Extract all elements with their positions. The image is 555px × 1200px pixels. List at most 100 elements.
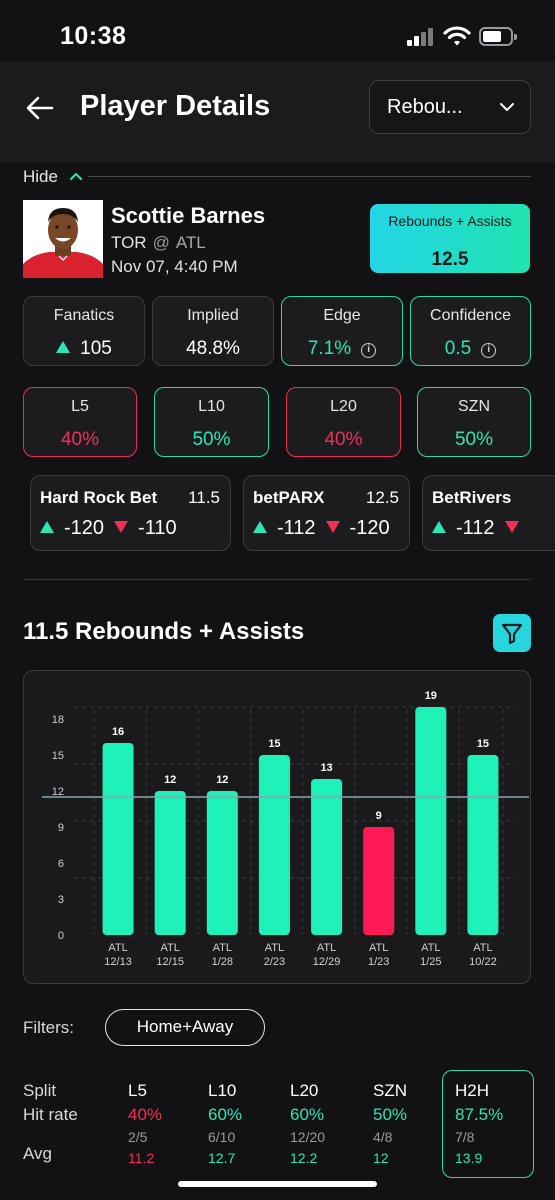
- hit-rate-label: L10: [198, 398, 225, 415]
- section-divider: [23, 579, 531, 580]
- arrow-down-icon: [325, 521, 340, 533]
- over-odds: -120: [64, 517, 105, 539]
- sportsbook-card-betrivers[interactable]: BetRivers -112: [422, 475, 555, 551]
- hit-rate-row-label: Hit rate: [23, 1105, 78, 1124]
- x-tick-label: ATL: [213, 942, 232, 954]
- hit-rate-value: 40%: [60, 429, 100, 450]
- y-tick-label: 18: [52, 714, 64, 726]
- metric-card-fanatics[interactable]: Fanatics 105: [23, 296, 145, 366]
- y-tick-label: 3: [58, 894, 64, 906]
- avg-row-label: Avg: [23, 1144, 52, 1163]
- cellular-signal-icon: [407, 28, 435, 46]
- metric-label: Confidence: [430, 307, 511, 324]
- stat-type-dropdown[interactable]: Rebou...: [369, 80, 531, 134]
- hit-rate-card-l20[interactable]: L20 40%: [286, 387, 401, 457]
- split-hit-rate: 60%: [208, 1105, 243, 1124]
- split-column-label[interactable]: L20: [290, 1081, 319, 1100]
- hit-rate-card-szn[interactable]: SZN 50%: [417, 387, 531, 457]
- chevron-down-icon: [500, 103, 514, 111]
- x-tick-label: 2/23: [264, 956, 285, 968]
- bar-value-label: 12: [216, 774, 228, 786]
- hit-rate-label: L20: [330, 398, 357, 415]
- sportsbook-card-betparx[interactable]: betPARX 12.5 -112 -120: [243, 475, 410, 551]
- split-avg: 12.2: [290, 1150, 318, 1166]
- split-fraction: 2/5: [128, 1129, 148, 1145]
- x-tick-label: 1/23: [368, 956, 389, 968]
- bar-value-label: 12: [164, 774, 176, 786]
- split-fraction: 4/8: [373, 1129, 393, 1145]
- split-hit-rate: 40%: [128, 1105, 163, 1124]
- metric-label: Implied: [187, 307, 239, 324]
- split-row-label: Split: [23, 1081, 57, 1100]
- chart-bar: [363, 827, 395, 935]
- bar-value-label: 13: [320, 762, 332, 774]
- stat-type-dropdown-label: Rebou...: [387, 96, 463, 118]
- over-odds: -112: [456, 517, 495, 539]
- y-tick-label: 9: [58, 822, 64, 834]
- player-name: Scottie Barnes: [111, 203, 266, 228]
- metric-label: Edge: [323, 307, 361, 324]
- split-column-label[interactable]: L10: [208, 1081, 237, 1100]
- split-column-label[interactable]: H2H: [455, 1081, 490, 1100]
- x-tick-label: 1/25: [420, 956, 441, 968]
- info-icon[interactable]: i: [361, 343, 377, 358]
- split-avg: 12.7: [208, 1150, 236, 1166]
- hit-rate-card-l10[interactable]: L10 50%: [154, 387, 269, 457]
- bar-value-label: 9: [376, 810, 382, 822]
- bar-value-label: 16: [112, 726, 124, 738]
- metric-card-implied[interactable]: Implied 48.8%: [152, 296, 274, 366]
- arrow-up-icon: [40, 521, 54, 533]
- split-column-label[interactable]: L5: [128, 1081, 147, 1100]
- split-selected-box: [442, 1070, 534, 1178]
- chart-bar: [206, 791, 238, 935]
- metric-card-edge[interactable]: Edge 7.1% i: [281, 296, 403, 366]
- metric-value: 7.1%: [307, 338, 352, 359]
- under-odds: -110: [138, 517, 177, 539]
- info-icon[interactable]: i: [481, 343, 497, 358]
- split-column-label[interactable]: SZN: [373, 1081, 407, 1100]
- matchup: TOR @ ATL: [111, 233, 206, 253]
- arrow-down-icon: [114, 521, 129, 533]
- player-avatar: [23, 200, 103, 278]
- sportsbook-name: BetRivers: [432, 488, 512, 507]
- sportsbook-card-hard-rock[interactable]: Hard Rock Bet 11.5 -120 -110: [30, 475, 231, 551]
- x-tick-label: 12/15: [156, 956, 184, 968]
- split-hit-rate: 50%: [373, 1105, 408, 1124]
- chart-bar: [467, 755, 499, 935]
- metric-value: 0.5: [444, 338, 472, 359]
- x-tick-label: 12/29: [313, 956, 341, 968]
- y-tick-label: 15: [52, 750, 64, 762]
- metric-card-confidence[interactable]: Confidence 0.5 i: [410, 296, 531, 366]
- chevron-up-icon[interactable]: [69, 170, 83, 182]
- home-indicator[interactable]: [178, 1181, 377, 1187]
- wifi-icon: [443, 26, 471, 46]
- metric-value: 105: [80, 338, 112, 359]
- y-tick-label: 12: [52, 786, 64, 798]
- split-hit-rate: 60%: [290, 1105, 325, 1124]
- split-avg: 12: [373, 1150, 389, 1166]
- hit-rate-card-l5[interactable]: L5 40%: [23, 387, 137, 457]
- x-tick-label: ATL: [473, 942, 492, 954]
- filter-icon[interactable]: [493, 614, 531, 652]
- x-tick-label: ATL: [161, 942, 180, 954]
- bar-value-label: 15: [477, 738, 489, 750]
- split-fraction: 7/8: [455, 1129, 475, 1145]
- location-filter-pill[interactable]: Home+Away: [105, 1009, 265, 1046]
- bar-value-label: 15: [268, 738, 280, 750]
- back-arrow-icon[interactable]: [24, 92, 56, 124]
- battery-icon: [479, 27, 517, 46]
- bar-chart: 0 3 6 9 12 15 18 16 ATL 12/13 12 ATL 12/15 12 ATL 1/28 1…: [42, 690, 529, 968]
- y-tick-label: 0: [58, 930, 64, 942]
- chart-bar: [154, 791, 186, 935]
- hide-toggle[interactable]: Hide: [23, 167, 58, 186]
- filters-label: Filters:: [23, 1018, 74, 1037]
- arrow-up-icon: [253, 521, 267, 533]
- team-abbr: TOR: [111, 233, 147, 252]
- hit-rate-value: 40%: [324, 429, 363, 450]
- x-tick-label: ATL: [369, 942, 388, 954]
- x-tick-label: ATL: [108, 942, 127, 954]
- over-odds: -112: [277, 517, 316, 539]
- game-time: Nov 07, 4:40 PM: [111, 257, 238, 276]
- split-fraction: 6/10: [208, 1129, 236, 1145]
- x-tick-label: 12/13: [104, 956, 132, 968]
